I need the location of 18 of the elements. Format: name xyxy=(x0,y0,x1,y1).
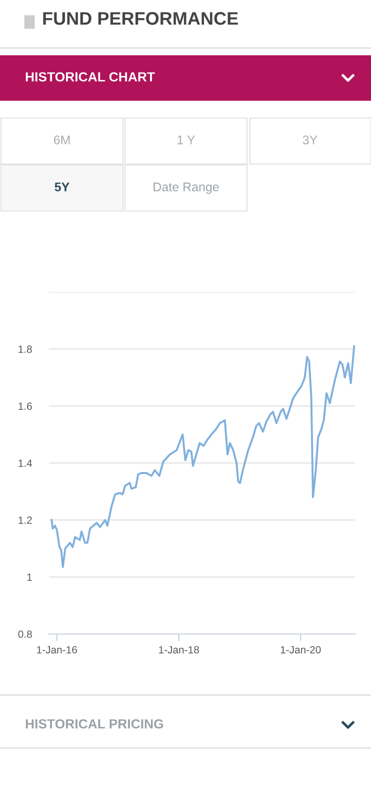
text: 1 Y xyxy=(178,136,195,144)
text: HISTORICAL PRICING xyxy=(26,719,163,729)
chart-title: FUND PERFORMANCE xyxy=(43,12,238,25)
text: 6M xyxy=(54,136,70,144)
x-tick-label: 1-Jan-16 xyxy=(37,646,77,654)
x-tick-label: 1-Jan-20 xyxy=(280,646,321,654)
y-tick-label: 0.8 xyxy=(18,630,32,638)
text: HISTORICAL CHART xyxy=(26,72,155,82)
y-tick-label: 1 xyxy=(27,574,32,581)
x-tick-label: 1-Jan-18 xyxy=(159,646,199,654)
y-tick-label: 1.8 xyxy=(18,346,32,353)
y-tick-label: 1.6 xyxy=(18,402,32,410)
text: Date Range xyxy=(154,182,219,194)
text: 5Y xyxy=(54,182,70,192)
line-series xyxy=(50,345,355,568)
text: 3Y xyxy=(302,136,318,144)
y-tick-label: 1.4 xyxy=(18,460,32,467)
y-tick-label: 1.2 xyxy=(18,516,32,524)
